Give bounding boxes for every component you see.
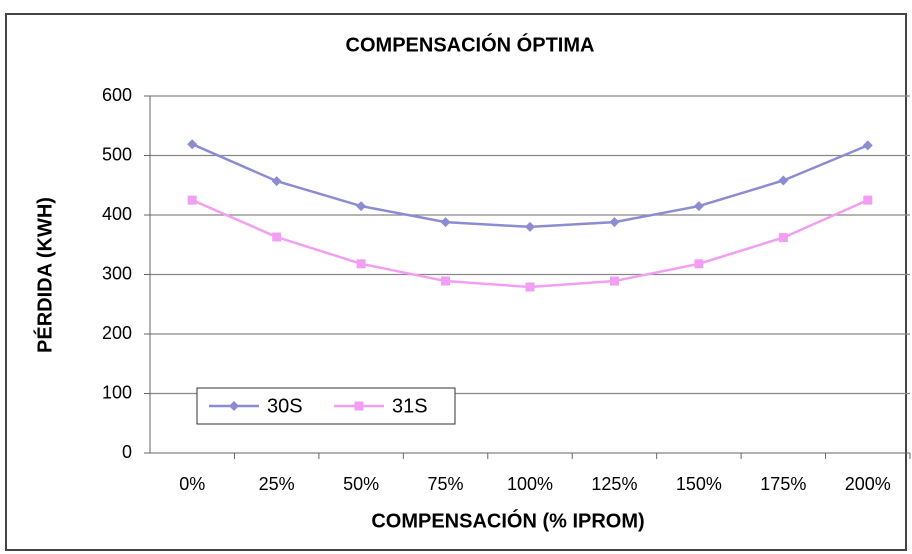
x-tick-label: 50% <box>343 474 379 494</box>
data-point <box>693 201 704 212</box>
data-point <box>862 140 873 151</box>
data-point <box>525 282 535 292</box>
data-point <box>272 232 282 242</box>
x-tick-label: 125% <box>591 474 637 494</box>
y-tick-label: 200 <box>102 323 132 343</box>
data-point <box>778 175 789 186</box>
legend-label: 30S <box>267 395 303 417</box>
x-tick-label: 200% <box>845 474 891 494</box>
data-point <box>525 221 535 232</box>
x-tick-label: 75% <box>428 474 464 494</box>
legend-label: 31S <box>392 395 428 417</box>
data-point <box>356 259 366 269</box>
y-tick-label: 300 <box>102 263 132 283</box>
legend-marker <box>229 401 239 411</box>
data-point <box>187 139 198 150</box>
y-tick-label: 400 <box>102 204 132 224</box>
data-point <box>187 195 197 205</box>
x-axis-label: COMPENSACIÓN (% IPROM) <box>371 508 644 532</box>
x-tick-label: 150% <box>676 474 722 494</box>
data-point <box>863 195 873 205</box>
data-point <box>356 201 367 212</box>
data-point <box>694 259 704 269</box>
data-point <box>440 217 451 228</box>
y-tick-label: 500 <box>102 144 132 164</box>
data-point <box>271 176 282 187</box>
chart-title: COMPENSACIÓN ÓPTIMA <box>346 32 595 56</box>
legend-box <box>196 387 456 425</box>
x-tick-label: 175% <box>760 474 806 494</box>
data-point <box>778 233 788 243</box>
chart-frame <box>5 13 907 551</box>
legend-marker <box>354 401 364 411</box>
x-tick-label: 100% <box>507 474 553 494</box>
y-axis-label: PÉRDIDA (KWH) <box>33 197 56 353</box>
y-tick-label: 600 <box>102 85 132 105</box>
data-point <box>441 276 451 286</box>
data-point <box>609 276 619 286</box>
y-tick-label: 100 <box>102 382 132 402</box>
data-point <box>609 217 620 228</box>
x-tick-label: 0% <box>179 474 205 494</box>
x-tick-label: 25% <box>259 474 295 494</box>
y-tick-label: 0 <box>122 442 132 462</box>
